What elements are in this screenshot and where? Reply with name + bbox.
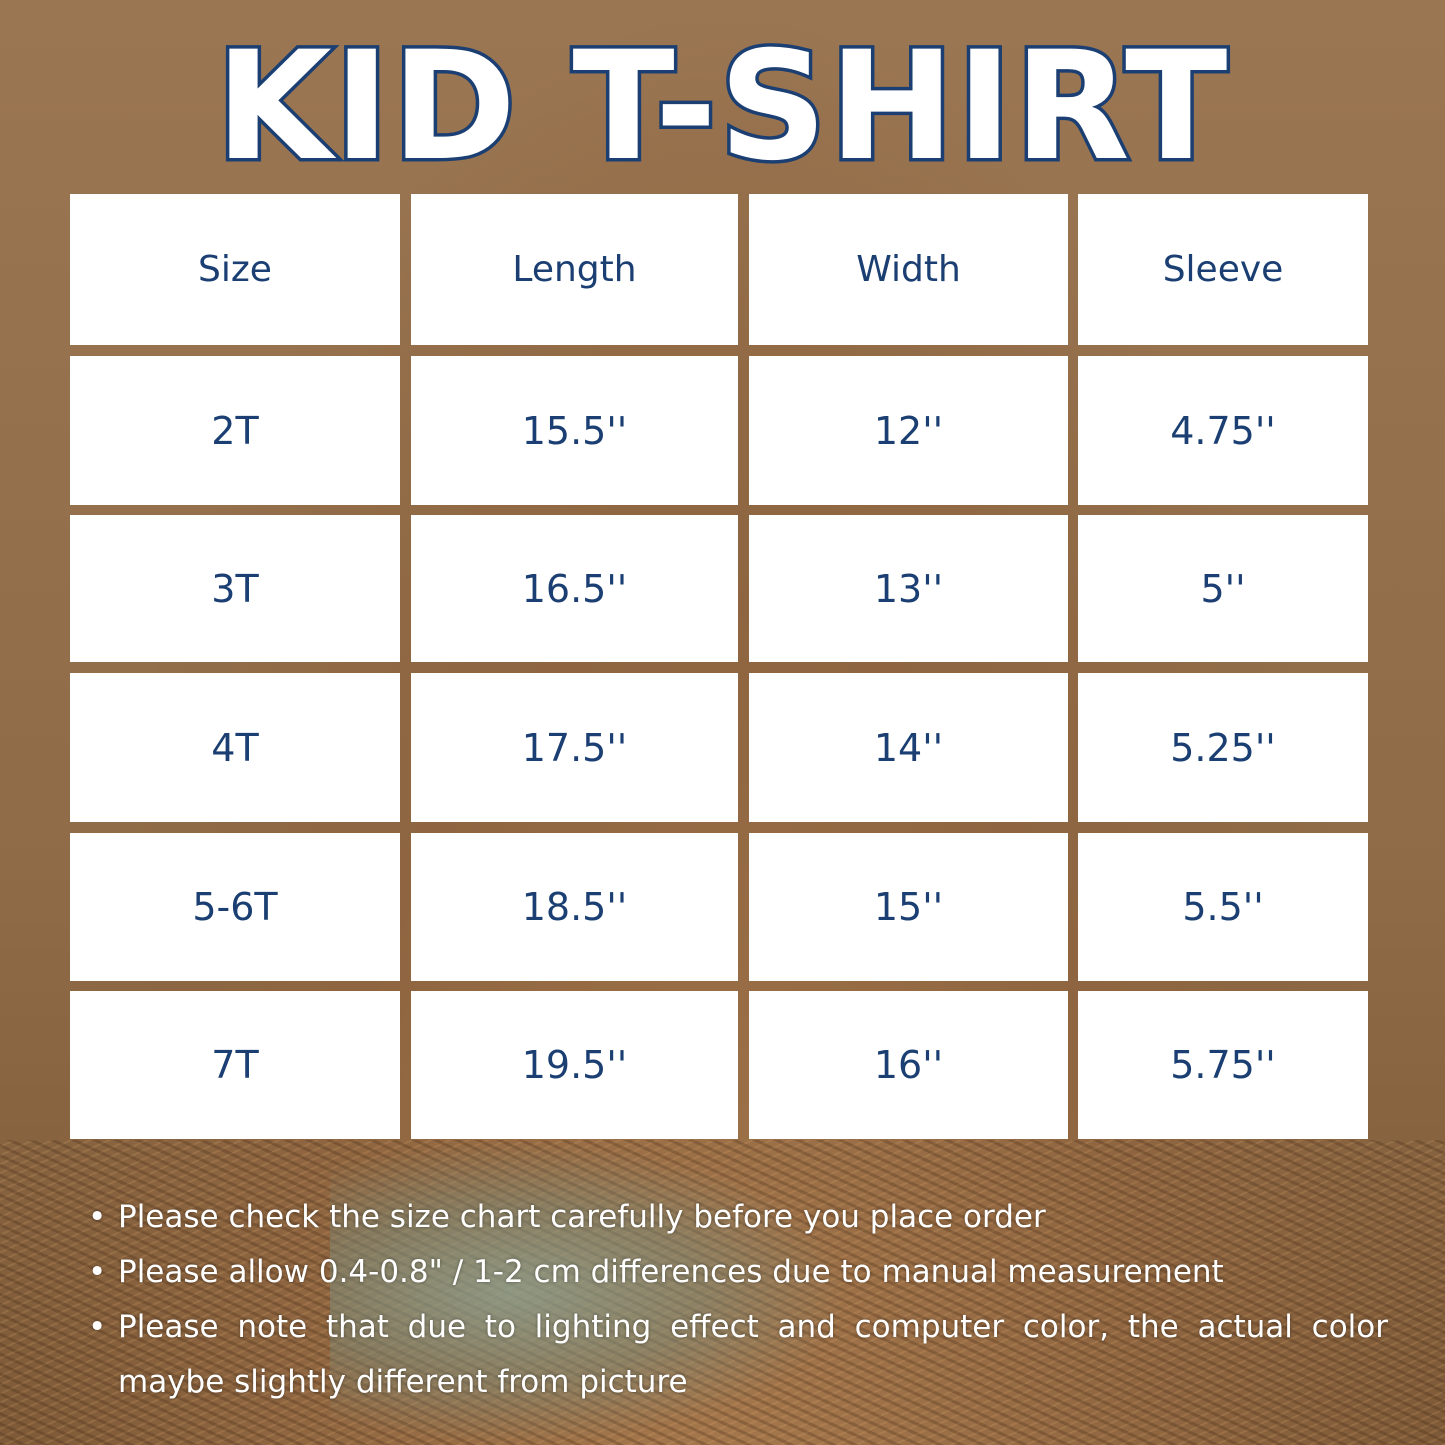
page-title: KID T-SHIRT xyxy=(212,19,1231,196)
cell-sleeve: 5.25'' xyxy=(1078,673,1368,822)
cell-length: 17.5'' xyxy=(411,673,738,822)
cell-size: 7T xyxy=(70,991,400,1139)
cell-length: 15.5'' xyxy=(411,356,738,505)
cell-size: 5-6T xyxy=(70,833,400,981)
cell-sleeve: 4.75'' xyxy=(1078,356,1368,505)
cell-sleeve: 5'' xyxy=(1078,515,1368,662)
cell-length: 19.5'' xyxy=(411,991,738,1139)
note-item: Please note that due to lighting effect … xyxy=(88,1300,1388,1410)
cell-sleeve: 5.75'' xyxy=(1078,991,1368,1139)
cell-size: 4T xyxy=(70,673,400,822)
cell-length: 18.5'' xyxy=(411,833,738,981)
cell-size: 3T xyxy=(70,515,400,662)
header-length: Length xyxy=(411,194,738,345)
notes-list: Please check the size chart carefully be… xyxy=(88,1190,1388,1410)
cell-width: 12'' xyxy=(749,356,1068,505)
note-item: Please check the size chart carefully be… xyxy=(88,1190,1388,1245)
header-sleeve: Sleeve xyxy=(1078,194,1368,345)
cell-width: 14'' xyxy=(749,673,1068,822)
cell-size: 2T xyxy=(70,356,400,505)
cell-sleeve: 5.5'' xyxy=(1078,833,1368,981)
cell-width: 16'' xyxy=(749,991,1068,1139)
note-item: Please allow 0.4-0.8" / 1-2 cm differenc… xyxy=(88,1245,1388,1300)
header-size: Size xyxy=(70,194,400,345)
cell-width: 13'' xyxy=(749,515,1068,662)
header-width: Width xyxy=(749,194,1068,345)
cell-width: 15'' xyxy=(749,833,1068,981)
cell-length: 16.5'' xyxy=(411,515,738,662)
